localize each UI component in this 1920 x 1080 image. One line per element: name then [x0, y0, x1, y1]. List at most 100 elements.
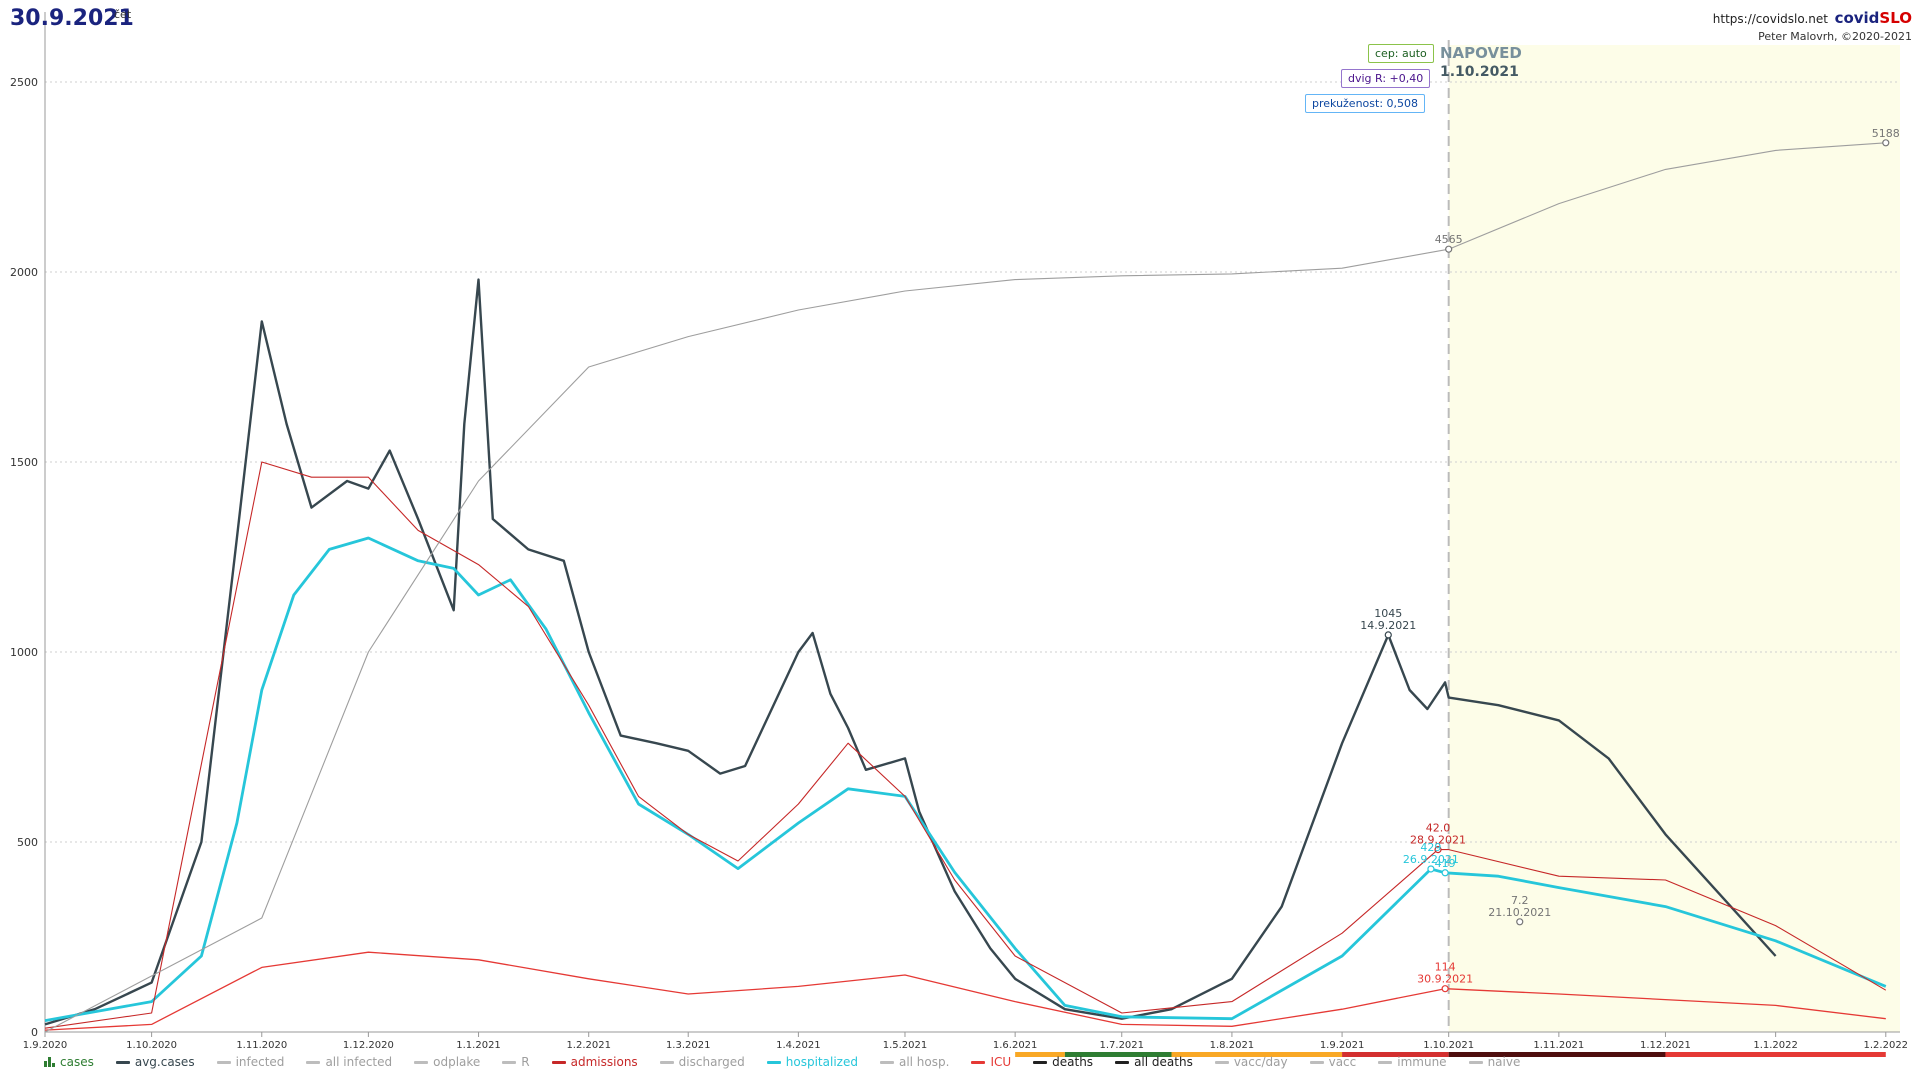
annotation-marker: [1441, 985, 1449, 993]
x-tick-label: 1.8.2021: [1210, 1040, 1255, 1051]
legend-item-icu[interactable]: ICU: [971, 1055, 1011, 1069]
annotation-date: 26.9.2021: [1403, 853, 1459, 866]
brand-part-a: covid: [1834, 9, 1880, 27]
status-strip-segment: [1171, 1052, 1343, 1057]
author-credit: Peter Malovrh, ©2020-2021: [1758, 30, 1912, 43]
legend-item-all-infected[interactable]: all infected: [306, 1055, 392, 1069]
annotation-marker: [1441, 869, 1449, 877]
x-tick-label: 1.11.2021: [1533, 1040, 1584, 1051]
legend-label: R: [521, 1055, 530, 1069]
cep-button[interactable]: cep: auto: [1368, 44, 1434, 63]
annotation-marker: [1445, 245, 1453, 253]
legend-item-immune[interactable]: immune: [1378, 1055, 1447, 1069]
legend-swatch: [766, 1060, 781, 1064]
y-tick-label: 0: [31, 1026, 38, 1039]
legend-label: odplake: [433, 1055, 481, 1069]
series-line-avg-cases: [44, 278, 1777, 1026]
x-tick-label: 1.10.2021: [1423, 1040, 1474, 1051]
legend-label: ICU: [990, 1055, 1012, 1069]
x-tick-label: 1.12.2021: [1640, 1040, 1691, 1051]
legend-swatch: [216, 1060, 231, 1064]
legend-swatch: [659, 1060, 674, 1064]
x-tick-label: 1.4.2021: [776, 1040, 821, 1051]
x-tick-label: 1.2.2022: [1864, 1040, 1909, 1051]
x-tick-label: 1.7.2021: [1099, 1040, 1144, 1051]
forecast-title: NAPOVED: [1440, 44, 1522, 62]
legend-swatch: [1214, 1060, 1229, 1064]
x-tick-label: 1.2.2021: [566, 1040, 611, 1051]
legend-swatch: [1033, 1060, 1048, 1064]
legend-swatch: [44, 1057, 55, 1067]
legend-item-infected[interactable]: infected: [216, 1055, 284, 1069]
dvig-r-button[interactable]: dvig R: +0,40: [1341, 69, 1431, 88]
legend-item-deaths[interactable]: deaths: [1033, 1055, 1093, 1069]
legend-label: all infected: [325, 1055, 393, 1069]
legend-label: immune: [1397, 1055, 1447, 1069]
chart-legend: cases avg.cases infected all infected odplak…: [44, 1055, 1520, 1069]
legend-item-admissions[interactable]: admissions: [551, 1055, 638, 1069]
legend-item-discharged[interactable]: discharged: [659, 1055, 745, 1069]
annotation-marker: [1384, 631, 1392, 639]
annotation-date: 30.9.2021: [1417, 973, 1473, 986]
annotation-value: 419: [1435, 857, 1456, 870]
legend-item-vacc-day[interactable]: vacc/day: [1214, 1055, 1288, 1069]
x-tick-label: 1.1.2021: [456, 1040, 501, 1051]
annotation-marker: [1434, 845, 1442, 854]
legend-label: avg.cases: [134, 1055, 195, 1069]
legend-item-cases[interactable]: cases: [44, 1055, 94, 1069]
status-strip-segment: [1448, 1052, 1666, 1057]
status-strip-segment: [1665, 1052, 1886, 1057]
legend-item-vacc[interactable]: vacc: [1309, 1055, 1357, 1069]
x-tick-label: 1.12.2020: [343, 1040, 394, 1051]
x-tick-label: 1.5.2021: [883, 1040, 928, 1051]
legend-swatch: [502, 1060, 517, 1064]
series-line-all-deaths: [44, 142, 1886, 1033]
brand-logo: covidSLO: [1835, 9, 1912, 27]
y-tick-label: 500: [17, 836, 38, 849]
day-label: čet: [114, 8, 132, 21]
legend-label: cases: [60, 1055, 94, 1069]
x-tick-label: 1.6.2021: [993, 1040, 1038, 1051]
legend-label: vacc: [1328, 1055, 1357, 1069]
legend-swatch: [879, 1060, 894, 1064]
annotation-date: 14.9.2021: [1360, 619, 1416, 632]
legend-swatch: [115, 1060, 130, 1064]
status-strip-segment: [1342, 1052, 1449, 1057]
status-strip-segment: [1015, 1052, 1065, 1057]
legend-item-odplake[interactable]: odplake: [414, 1055, 480, 1069]
brand-part-b: SLO: [1879, 9, 1912, 27]
legend-label: admissions: [570, 1055, 638, 1069]
annotation-date: 28.9.2021: [1410, 834, 1466, 847]
annotation-value: 429: [1420, 841, 1441, 854]
y-tick-label: 1500: [10, 456, 38, 469]
legend-swatch: [1115, 1060, 1130, 1064]
y-tick-label: 1000: [10, 646, 38, 659]
legend-label: all hosp.: [898, 1055, 950, 1069]
legend-item-hospitalized[interactable]: hospitalized: [766, 1055, 858, 1069]
y-tick-label: 2500: [10, 76, 38, 89]
site-url-link[interactable]: https://covidslo.net: [1712, 12, 1828, 26]
legend-item-naive[interactable]: naive: [1468, 1055, 1520, 1069]
legend-label: vacc/day: [1233, 1055, 1288, 1069]
y-tick-label: 2000: [10, 266, 38, 279]
legend-swatch: [1468, 1060, 1483, 1064]
annotation-value: 5188: [1872, 127, 1900, 140]
annotation-value: 4565: [1435, 233, 1463, 246]
legend-swatch: [306, 1060, 321, 1064]
annotation-date: 21.10.2021: [1488, 906, 1551, 919]
page-title-date: 30.9.2021: [10, 6, 134, 31]
legend-swatch: [414, 1060, 429, 1064]
legend-item-all-deaths[interactable]: all deaths: [1115, 1055, 1193, 1069]
forecast-date: 1.10.2021: [1440, 64, 1519, 80]
legend-item-avg-cases[interactable]: avg.cases: [115, 1055, 195, 1069]
annotation-value: 42.0: [1426, 822, 1451, 835]
annotation-marker: [1427, 865, 1435, 873]
x-tick-label: 1.9.2021: [1320, 1040, 1365, 1051]
annotation-marker: [1516, 918, 1524, 926]
series-line-admissions: [44, 461, 1887, 1029]
legend-item-r[interactable]: R: [502, 1055, 530, 1069]
legend-item-all-hosp-[interactable]: all hosp.: [879, 1055, 950, 1069]
prekuzenost-button[interactable]: prekuženost: 0,508: [1305, 94, 1426, 113]
x-tick-label: 1.1.2022: [1753, 1040, 1798, 1051]
